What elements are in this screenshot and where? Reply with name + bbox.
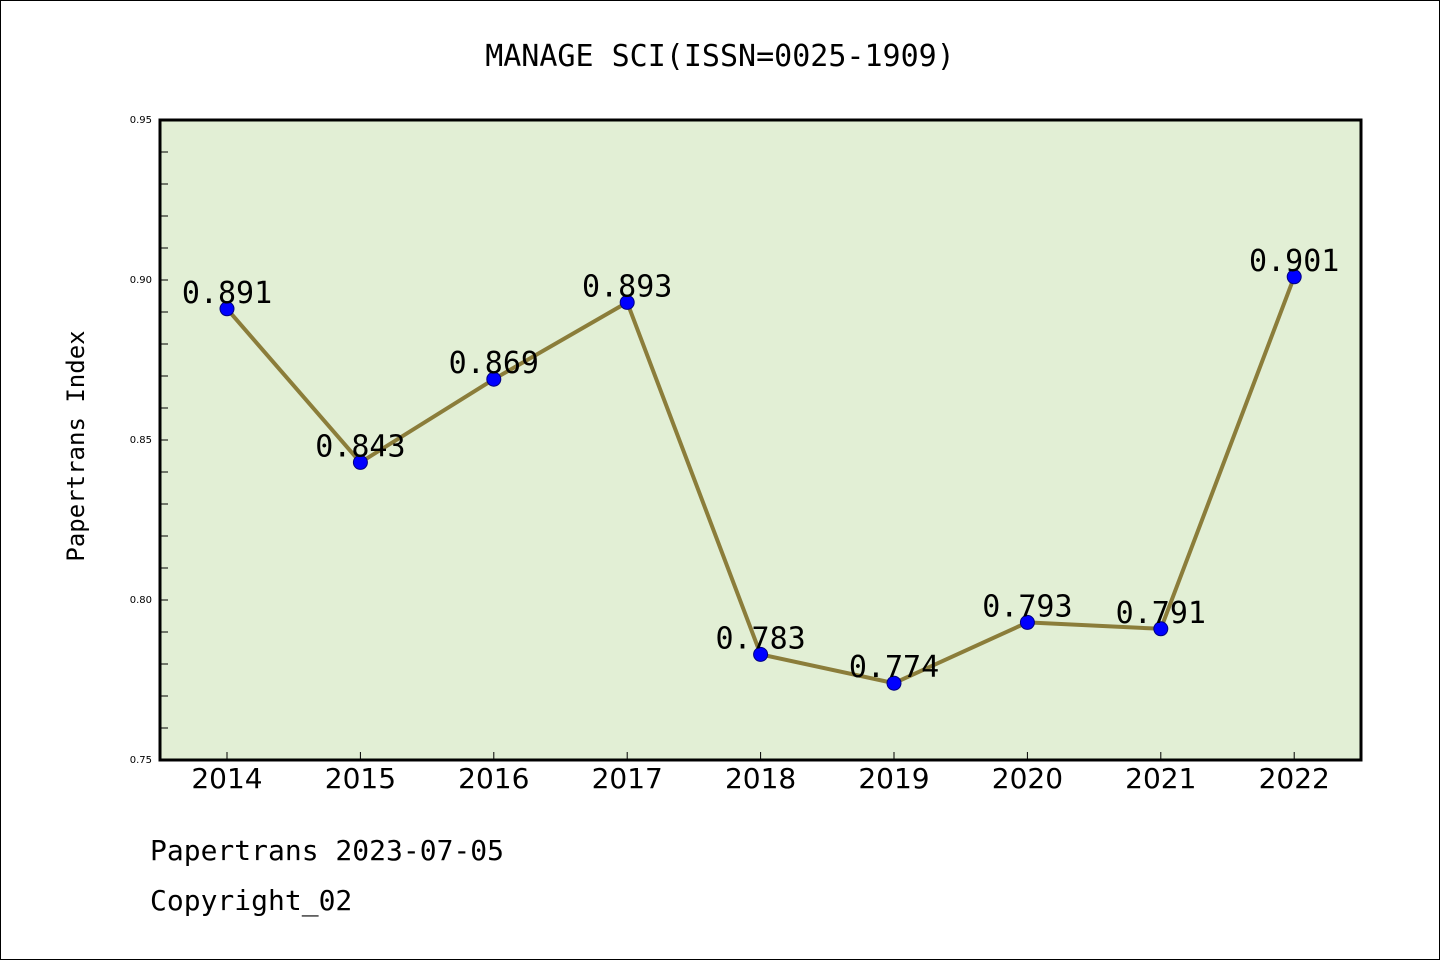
data-label: 0.901: [1249, 244, 1339, 279]
chart-title: MANAGE SCI(ISSN=0025-1909): [485, 39, 955, 74]
data-point: [486, 371, 502, 387]
data-point: [219, 301, 235, 317]
data-point: [619, 294, 635, 310]
data-point: [1153, 621, 1169, 637]
footer-date: Papertrans 2023-07-05: [150, 834, 505, 867]
x-ticks: [226, 752, 1295, 760]
data-label: 0.869: [449, 346, 539, 381]
y-axis-label: Papertrans Index: [62, 330, 90, 561]
data-label: 0.843: [315, 429, 405, 464]
y-minor-ticks: [160, 151, 168, 729]
data-label: 0.783: [715, 621, 805, 656]
x-tick-labels: 2014 2015 2016 2017 2018 2019 2020 2021 2022: [191, 762, 1329, 795]
data-point: [886, 675, 902, 691]
y-tick-label: 0.75: [130, 755, 152, 766]
data-label: 0.793: [982, 589, 1072, 624]
x-tick-label: 2017: [592, 762, 663, 795]
data-label: 0.893: [582, 269, 672, 304]
data-label: 0.791: [1116, 596, 1206, 631]
y-tick-labels: 0.75 0.80 0.85 0.90 0.95: [130, 115, 152, 766]
y-tick-label: 0.85: [130, 435, 152, 446]
x-tick-label: 2022: [1259, 762, 1330, 795]
data-label: 0.891: [182, 276, 272, 311]
x-tick-label: 2016: [458, 762, 529, 795]
data-point: [1286, 269, 1302, 285]
data-markers: [219, 269, 1302, 691]
data-point: [1019, 614, 1035, 630]
data-point: [352, 454, 368, 470]
x-tick-label: 2020: [992, 762, 1063, 795]
x-tick-label: 2019: [858, 762, 929, 795]
x-tick-label: 2015: [325, 762, 396, 795]
x-tick-label: 2014: [191, 762, 262, 795]
y-tick-label: 0.80: [130, 595, 152, 606]
data-labels: 0.891 0.843 0.869 0.893 0.783 0.774 0.793 0.791…: [182, 244, 1340, 685]
data-point: [753, 646, 769, 662]
x-tick-label: 2018: [725, 762, 796, 795]
x-tick-label: 2021: [1125, 762, 1196, 795]
data-label: 0.774: [849, 650, 939, 685]
footer-copyright: Copyright_02: [150, 884, 353, 917]
y-tick-label: 0.90: [130, 275, 152, 286]
y-tick-label: 0.95: [130, 115, 152, 126]
